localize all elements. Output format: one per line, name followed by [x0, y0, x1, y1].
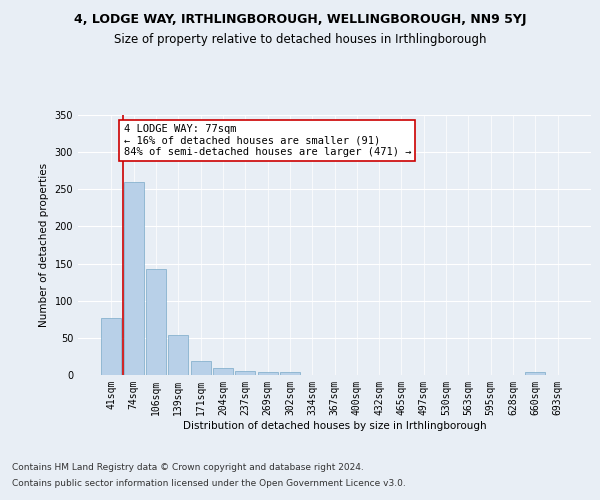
X-axis label: Distribution of detached houses by size in Irthlingborough: Distribution of detached houses by size … — [182, 420, 487, 430]
Bar — [213, 368, 233, 375]
Bar — [146, 269, 166, 375]
Text: 4, LODGE WAY, IRTHLINGBOROUGH, WELLINGBOROUGH, NN9 5YJ: 4, LODGE WAY, IRTHLINGBOROUGH, WELLINGBO… — [74, 12, 526, 26]
Text: 4 LODGE WAY: 77sqm
← 16% of detached houses are smaller (91)
84% of semi-detache: 4 LODGE WAY: 77sqm ← 16% of detached hou… — [124, 124, 411, 157]
Bar — [235, 372, 255, 375]
Text: Contains HM Land Registry data © Crown copyright and database right 2024.: Contains HM Land Registry data © Crown c… — [12, 462, 364, 471]
Bar — [257, 372, 278, 375]
Bar — [101, 318, 121, 375]
Bar — [191, 361, 211, 375]
Bar — [168, 335, 188, 375]
Bar — [525, 372, 545, 375]
Text: Size of property relative to detached houses in Irthlingborough: Size of property relative to detached ho… — [114, 32, 486, 46]
Text: Contains public sector information licensed under the Open Government Licence v3: Contains public sector information licen… — [12, 479, 406, 488]
Y-axis label: Number of detached properties: Number of detached properties — [39, 163, 49, 327]
Bar — [280, 372, 300, 375]
Bar — [124, 182, 144, 375]
